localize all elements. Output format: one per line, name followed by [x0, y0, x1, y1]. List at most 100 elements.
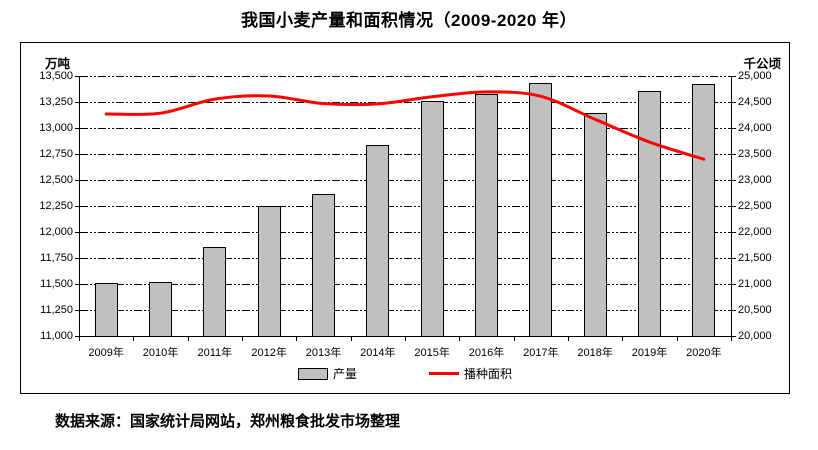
right-axis-tick [732, 128, 736, 129]
x-axis-tick [350, 337, 352, 341]
left-axis-tick-label: 13,000 [39, 122, 73, 134]
left-axis-tick [75, 232, 79, 233]
grid-line [80, 258, 731, 259]
right-axis-tick-label: 21,500 [738, 252, 772, 264]
x-axis-category-label: 2010年 [142, 347, 179, 359]
left-axis-tick [75, 336, 79, 337]
x-axis-tick [622, 337, 624, 341]
left-axis-tick [75, 180, 79, 181]
x-axis-category-label: 2015年 [414, 347, 450, 359]
x-axis-category-label: 2011年 [197, 347, 233, 359]
x-axis-tick [242, 337, 243, 341]
x-axis-tick [676, 337, 678, 341]
production-bar [583, 113, 607, 336]
x-axis-tick [405, 337, 406, 341]
right-axis-tick-label: 24,500 [738, 96, 772, 108]
x-axis-category-label: 2014年 [360, 347, 396, 359]
right-axis-tick-label: 22,000 [738, 226, 772, 238]
x-axis-tick [296, 337, 298, 341]
production-bar [94, 282, 118, 336]
left-axis-tick-label: 12,750 [39, 148, 73, 160]
production-bar-swatch-icon [297, 367, 328, 380]
left-axis-tick-label: 11,250 [40, 304, 73, 316]
x-axis-tick [187, 337, 189, 341]
right-axis-tick-label: 20,000 [738, 330, 772, 342]
x-axis-tick [133, 337, 135, 341]
sown-area-line-chart [104, 90, 706, 161]
x-axis-category-label: 2016年 [468, 347, 505, 359]
right-axis-tick-label: 20,500 [738, 304, 772, 316]
production-bar [149, 282, 172, 336]
right-axis-tick-label: 21,000 [738, 278, 772, 290]
left-axis-tick [75, 76, 79, 77]
sown-area-line-swatch-icon [429, 372, 459, 375]
x-axis-category-label: 2018年 [577, 347, 613, 359]
right-axis-tick [732, 102, 736, 103]
x-axis-tick [731, 337, 732, 341]
x-axis-category-label: 2013年 [305, 347, 342, 359]
right-axis-tick [732, 336, 736, 337]
grid-line [80, 206, 731, 207]
y-axis-left-line [79, 76, 80, 337]
right-axis-tick-label: 25,000 [738, 70, 772, 82]
grid-line [80, 154, 731, 155]
left-axis-tick-label: 12,500 [39, 174, 73, 186]
grid-line [80, 102, 731, 103]
right-axis-unit-label: 千公顷 [743, 57, 781, 71]
left-axis-tick [75, 102, 79, 103]
x-axis-category-label: 2020年 [686, 347, 722, 359]
sown-area-line [104, 90, 706, 161]
grid-line [80, 284, 731, 285]
left-axis-tick [75, 284, 79, 285]
x-axis-tick [459, 337, 461, 341]
x-axis-category-label: 2017年 [523, 347, 559, 359]
legend-label-sown-area: 播种面积 [464, 367, 513, 381]
left-axis-tick-label: 12,250 [39, 200, 73, 212]
right-axis-tick-label: 22,500 [738, 200, 772, 212]
x-axis-tick [568, 337, 569, 341]
right-axis-tick [732, 232, 736, 233]
grid-line [80, 232, 731, 233]
production-bar [257, 206, 281, 336]
right-axis-tick-label: 23,000 [738, 174, 772, 186]
legend-item-sown-area: 播种面积 [429, 365, 512, 382]
right-axis-tick [732, 154, 736, 155]
left-axis-tick [75, 154, 79, 155]
chart-box: 万吨 千公顷 11,000 20,000 11,250 20,500 11,500 21,… [20, 42, 790, 394]
left-axis-tick [75, 128, 79, 129]
right-axis-tick [732, 206, 736, 207]
x-axis-category-label: 2012年 [251, 347, 287, 359]
production-bar [366, 145, 390, 336]
x-axis-category-label: 2009年 [88, 347, 124, 359]
production-bar [638, 90, 661, 336]
grid-line [80, 310, 731, 311]
grid-line [80, 180, 731, 181]
right-axis-tick [732, 76, 736, 77]
production-bar [475, 93, 498, 336]
production-bar [529, 82, 553, 336]
right-axis-tick [732, 180, 736, 181]
right-axis-tick [732, 284, 736, 285]
y-axis-right-line [731, 76, 732, 337]
legend-label-production: 产量 [332, 367, 357, 381]
right-axis-tick-label: 24,000 [738, 122, 772, 134]
x-axis-tick [79, 337, 80, 341]
left-axis-unit-label: 万吨 [45, 57, 71, 71]
legend-item-production: 产量 [297, 365, 357, 382]
left-axis-tick-label: 12,000 [39, 226, 73, 238]
left-axis-tick-label: 11,500 [40, 278, 73, 290]
production-bar [203, 246, 227, 336]
left-axis-tick [75, 258, 79, 259]
right-axis-tick-label: 23,500 [738, 148, 772, 160]
x-axis-line [79, 336, 732, 337]
x-axis-tick [513, 337, 515, 341]
production-bar [312, 193, 335, 336]
chart-legend: 产量 播种面积 [79, 365, 731, 382]
left-axis-tick-label: 11,000 [40, 330, 73, 342]
production-bar [692, 83, 716, 336]
data-source-note: 数据来源：国家统计局网站，郑州粮食批发市场整理 [55, 413, 401, 430]
left-axis-tick-label: 13,250 [39, 96, 73, 108]
right-axis-tick [732, 258, 736, 259]
grid-line [80, 128, 731, 129]
